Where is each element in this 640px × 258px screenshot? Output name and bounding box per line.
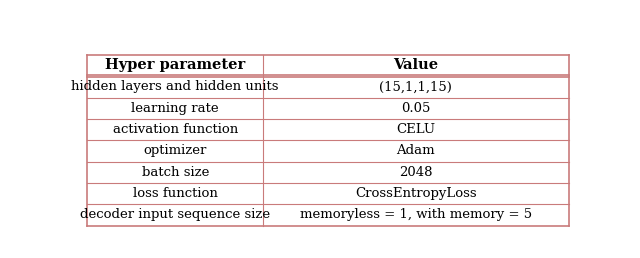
Text: memoryless = 1, with memory = 5: memoryless = 1, with memory = 5 — [300, 208, 532, 221]
Text: hidden layers and hidden units: hidden layers and hidden units — [72, 80, 279, 93]
Text: (15,1,1,15): (15,1,1,15) — [380, 80, 452, 93]
Text: optimizer: optimizer — [143, 144, 207, 157]
Text: loss function: loss function — [133, 187, 218, 200]
Text: decoder input sequence size: decoder input sequence size — [80, 208, 270, 221]
Text: batch size: batch size — [141, 166, 209, 179]
Text: CrossEntropyLoss: CrossEntropyLoss — [355, 187, 477, 200]
Text: 2048: 2048 — [399, 166, 433, 179]
Text: Adam: Adam — [397, 144, 435, 157]
Text: Hyper parameter: Hyper parameter — [105, 59, 245, 72]
Text: learning rate: learning rate — [131, 102, 219, 115]
Text: CELU: CELU — [396, 123, 435, 136]
Text: Value: Value — [393, 59, 438, 72]
Text: 0.05: 0.05 — [401, 102, 431, 115]
Text: activation function: activation function — [113, 123, 238, 136]
